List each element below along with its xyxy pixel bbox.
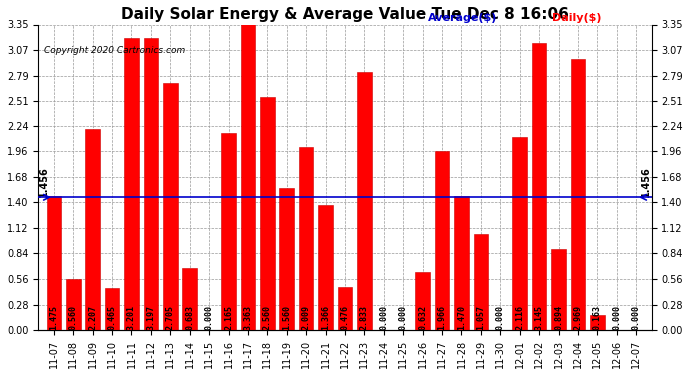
Text: 1.560: 1.560	[282, 304, 291, 330]
Bar	[415, 272, 430, 330]
Text: 1.057: 1.057	[476, 304, 485, 330]
Text: 0.894: 0.894	[554, 304, 563, 330]
Text: 2.560: 2.560	[263, 304, 272, 330]
Bar	[46, 195, 61, 330]
Bar	[318, 206, 333, 330]
Text: 2.207: 2.207	[88, 304, 97, 330]
Title: Daily Solar Energy & Average Value Tue Dec 8 16:06: Daily Solar Energy & Average Value Tue D…	[121, 7, 569, 22]
Text: 3.363: 3.363	[244, 304, 253, 330]
Text: 2.833: 2.833	[360, 304, 369, 330]
Bar	[144, 39, 158, 330]
Text: 3.145: 3.145	[535, 304, 544, 330]
Text: 2.009: 2.009	[302, 304, 310, 330]
Bar	[337, 286, 353, 330]
Bar	[435, 151, 449, 330]
Bar	[86, 129, 100, 330]
Bar	[221, 133, 236, 330]
Text: 0.465: 0.465	[108, 304, 117, 330]
Text: 1.456: 1.456	[641, 166, 651, 197]
Text: 0.000: 0.000	[205, 304, 214, 330]
Text: 0.000: 0.000	[612, 304, 621, 330]
Text: 2.705: 2.705	[166, 304, 175, 330]
Bar	[124, 38, 139, 330]
Bar	[473, 234, 488, 330]
Text: 0.000: 0.000	[399, 304, 408, 330]
Bar	[260, 97, 275, 330]
Text: 2.165: 2.165	[224, 304, 233, 330]
Bar	[182, 268, 197, 330]
Text: Copyright 2020 Cartronics.com: Copyright 2020 Cartronics.com	[44, 46, 186, 55]
Text: 2.969: 2.969	[573, 304, 582, 330]
Bar	[454, 196, 469, 330]
Text: 1.366: 1.366	[321, 304, 330, 330]
Text: 0.632: 0.632	[418, 304, 427, 330]
Text: 0.000: 0.000	[631, 304, 641, 330]
Text: 0.683: 0.683	[185, 304, 194, 330]
Text: 0.000: 0.000	[496, 304, 505, 330]
Text: 1.475: 1.475	[49, 304, 59, 330]
Text: 1.966: 1.966	[437, 304, 446, 330]
Bar	[105, 288, 119, 330]
Bar	[513, 137, 527, 330]
Bar	[571, 59, 585, 330]
Text: 3.201: 3.201	[127, 304, 136, 330]
Bar	[357, 72, 372, 330]
Bar	[532, 43, 546, 330]
Bar	[241, 23, 255, 330]
Text: 1.470: 1.470	[457, 304, 466, 330]
Text: Daily($): Daily($)	[552, 13, 602, 23]
Text: 0.163: 0.163	[593, 304, 602, 330]
Bar	[299, 147, 313, 330]
Bar	[590, 315, 604, 330]
Text: 0.560: 0.560	[69, 304, 78, 330]
Text: 0.000: 0.000	[380, 304, 388, 330]
Bar	[163, 83, 177, 330]
Bar	[66, 279, 81, 330]
Text: 0.476: 0.476	[340, 304, 350, 330]
Bar	[279, 188, 294, 330]
Text: 1.456: 1.456	[39, 166, 49, 197]
Bar	[551, 249, 566, 330]
Text: Average($): Average($)	[428, 13, 497, 23]
Text: 3.197: 3.197	[146, 304, 155, 330]
Text: 2.116: 2.116	[515, 304, 524, 330]
